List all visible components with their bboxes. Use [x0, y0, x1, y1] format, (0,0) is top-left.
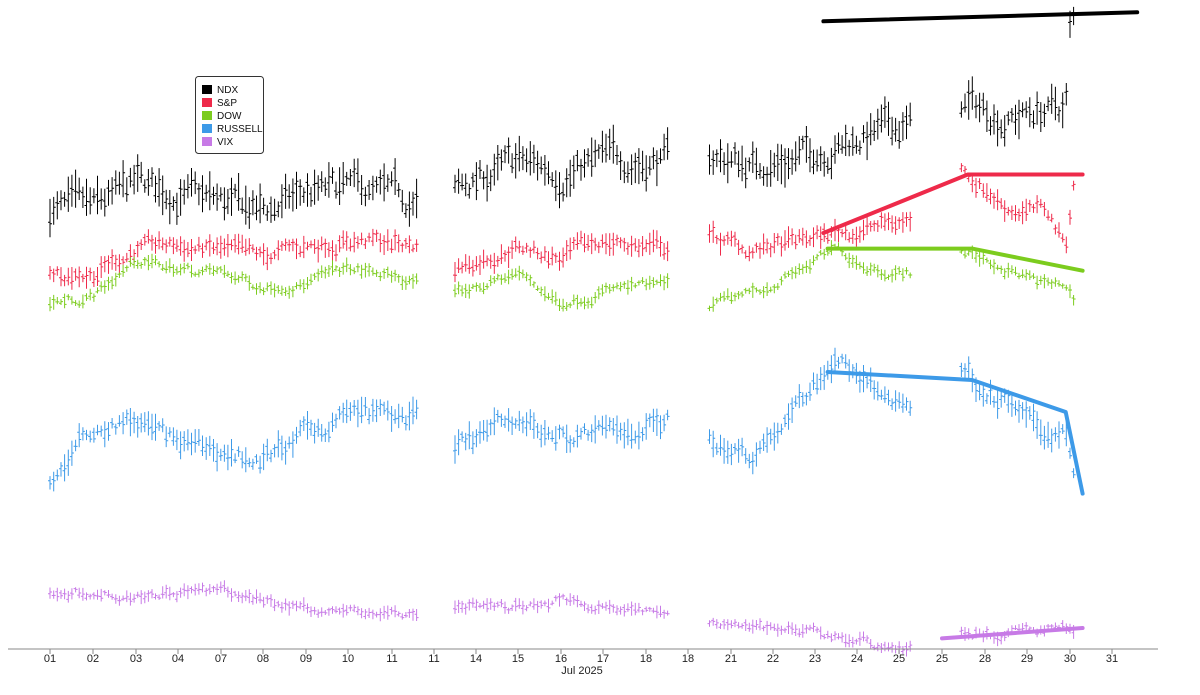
x-tick-label: 18 — [682, 653, 694, 665]
legend: NDX S&P DOW RUSSELL VIX — [195, 76, 264, 154]
x-tick-label: 18 — [640, 653, 652, 665]
x-tick-label: 28 — [979, 653, 991, 665]
legend-item: S&P — [202, 98, 237, 109]
series-russell — [48, 347, 1076, 492]
legend-item: DOW — [202, 111, 242, 122]
legend-label: DOW — [217, 111, 242, 122]
legend-item: NDX — [202, 85, 238, 96]
x-tick-label: 08 — [257, 653, 269, 665]
legend-swatch — [202, 137, 212, 146]
legend-label: S&P — [217, 98, 237, 109]
legend-item: VIX — [202, 137, 233, 148]
legend-label: RUSSELL — [217, 124, 263, 135]
x-tick-label: 14 — [470, 653, 482, 665]
legend-swatch — [202, 124, 212, 133]
x-tick-label: 31 — [1106, 653, 1118, 665]
trendline-vix — [940, 626, 1085, 641]
x-tick-label: 02 — [87, 653, 99, 665]
legend-label: NDX — [217, 85, 238, 96]
x-tick-label: 16 — [555, 653, 567, 665]
trendline-s-p — [821, 172, 1085, 235]
x-tick-label: 23 — [809, 653, 821, 665]
ohlc-bars-layer — [48, 6, 1076, 657]
x-tick-label: 11 — [428, 653, 439, 665]
trendline-dow — [825, 246, 1085, 273]
x-tick-label: 25 — [936, 653, 948, 665]
series-s-p — [48, 163, 1076, 290]
legend-swatch — [202, 85, 212, 94]
x-tick-label: 04 — [172, 653, 184, 665]
ohlc-bars — [48, 580, 1076, 657]
legend-swatch — [202, 98, 212, 107]
trendline-russell — [825, 370, 1085, 496]
x-tick-label: 03 — [130, 653, 142, 665]
x-axis-ticks: 01 02 03 04 07 08 09 10 11 11 14 15 16 17 18 18 21 22 23 24… — [44, 649, 1118, 665]
series-dow — [48, 240, 1076, 312]
x-tick-label: 30 — [1064, 653, 1076, 665]
x-tick-label: 17 — [597, 653, 609, 665]
x-tick-label: 01 — [44, 653, 56, 665]
x-tick-label: 11 — [386, 653, 397, 665]
ohlc-bars — [48, 240, 1076, 312]
ohlc-bars — [48, 347, 1076, 492]
series-ndx — [48, 6, 1076, 238]
trendline-ndx — [821, 10, 1140, 24]
ohlc-bars — [48, 163, 1076, 290]
x-axis: 01 02 03 04 07 08 09 10 11 11 14 15 16 17 18 18 21 22 23 24… — [8, 648, 1158, 677]
x-tick-label: 24 — [851, 653, 863, 665]
legend-label: VIX — [217, 137, 233, 148]
legend-items: NDX S&P DOW RUSSELL VIX — [202, 85, 263, 148]
x-tick-label: 25 — [893, 653, 905, 665]
x-tick-label: 21 — [725, 653, 737, 665]
x-tick-label: 07 — [215, 653, 227, 665]
legend-swatch — [202, 111, 212, 120]
legend-item: RUSSELL — [202, 124, 263, 135]
series-vix — [48, 580, 1076, 657]
x-tick-label: 29 — [1021, 653, 1033, 665]
legend-box — [195, 76, 264, 154]
x-tick-label: 22 — [767, 653, 779, 665]
x-tick-label: 09 — [300, 653, 312, 665]
month-label: Jul 2025 — [561, 665, 603, 677]
x-tick-label: 10 — [342, 653, 354, 665]
x-tick-label: 15 — [512, 653, 524, 665]
ohlc-bars — [48, 6, 1076, 238]
trendlines-layer — [821, 10, 1140, 641]
